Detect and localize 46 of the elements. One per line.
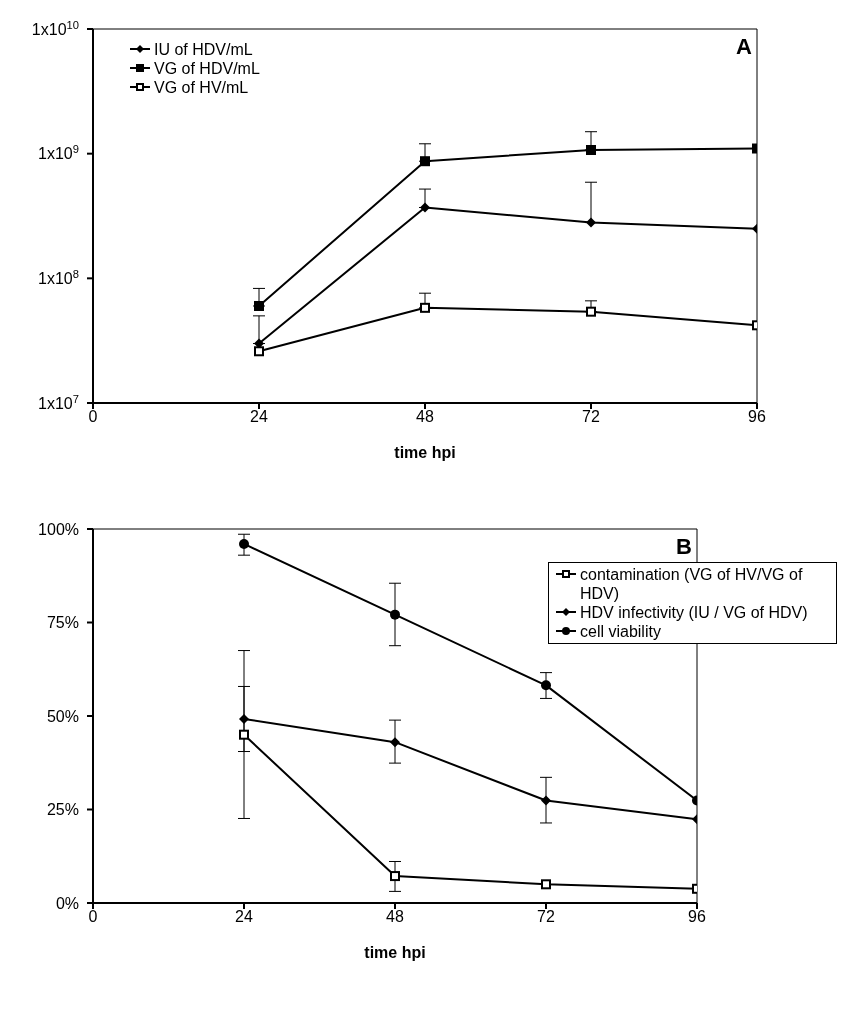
annotation: A — [735, 34, 752, 60]
legend-label: cell viability — [580, 622, 661, 641]
y-tick-label: 1x10$^{10}$ — [31, 18, 79, 38]
point — [239, 713, 249, 724]
x-tick-label: 48 — [416, 408, 434, 426]
legend-label: contamination (VG of HV/VG of HDV) — [580, 565, 804, 603]
y-tick-label: 50% — [46, 707, 79, 725]
x-tick-label: 96 — [688, 908, 706, 926]
point — [390, 737, 400, 748]
point — [420, 302, 430, 313]
point — [420, 202, 430, 213]
x-axis-title: time hpi — [394, 444, 456, 461]
point — [254, 346, 264, 357]
point — [541, 680, 551, 691]
y-tick-label: 100% — [38, 520, 79, 538]
y-tick-label: 75% — [46, 614, 79, 632]
x-tick-label: 96 — [748, 408, 766, 426]
legend-label: VG of HV/mL — [154, 78, 249, 97]
x-tick-label: 0 — [88, 408, 98, 426]
x-tick-label: 72 — [537, 908, 555, 926]
x-tick-label: 0 — [88, 908, 98, 926]
point — [254, 300, 264, 311]
annotation: B — [675, 534, 692, 560]
y-tick-label: 0% — [55, 894, 79, 912]
legend-label: HDV infectivity (IU / VG of HDV) — [580, 603, 808, 622]
point — [586, 306, 596, 317]
y-tick-label: 25% — [46, 801, 79, 819]
point — [390, 609, 400, 620]
point — [239, 538, 249, 549]
x-tick-label: 72 — [582, 408, 600, 426]
x-tick-label: 48 — [386, 908, 404, 926]
point — [541, 879, 551, 890]
point — [541, 795, 551, 806]
point — [239, 729, 249, 740]
point — [390, 871, 400, 882]
point — [586, 217, 596, 228]
y-tick-label: 1x10$^{8}$ — [38, 267, 79, 287]
x-axis-title: time hpi — [364, 944, 426, 961]
legend-label: IU of HDV/mL — [154, 40, 253, 59]
x-tick-label: 24 — [250, 408, 268, 426]
y-tick-label: 1x10$^{9}$ — [38, 143, 79, 163]
point — [420, 156, 430, 167]
legend-label: VG of HDV/mL — [154, 59, 260, 78]
y-tick-label: 1x10$^{7}$ — [38, 392, 79, 412]
point — [586, 145, 596, 155]
x-tick-label: 24 — [235, 908, 253, 926]
